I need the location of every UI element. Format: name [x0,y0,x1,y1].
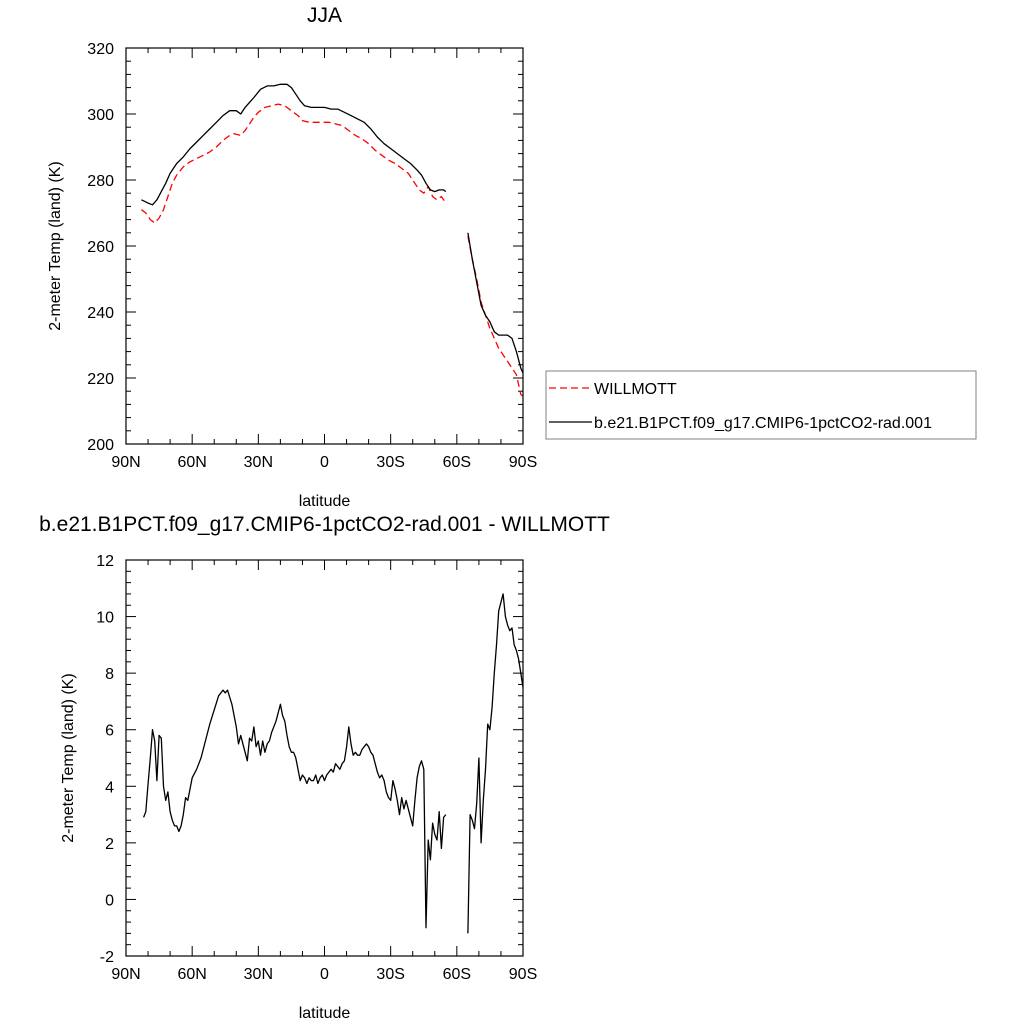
x-tick-label: 60N [177,966,206,983]
bottom-panel: b.e21.B1PCT.f09_g17.CMIP6-1pctCO2-rad.00… [39,513,610,1022]
top-x-tick-labels: 90N 60N 30N 0 30S 60S 90S [111,454,537,471]
top-panel: JJA 200 220 240 260 280 300 320 90N 60N 30N 0 30S 6… [47,4,537,510]
bottom-plot-series [142,593,524,934]
y-tick-label: 6 [105,723,114,740]
top-y-axis-label: 2-meter Temp (land) (K) [47,161,64,331]
y-tick-label: 10 [96,610,114,627]
x-tick-label: 90S [509,454,537,471]
x-tick-label: 0 [320,454,329,471]
top-plot-series [141,83,524,397]
series-line-1 [467,232,524,374]
y-tick-label: 220 [87,371,114,388]
x-tick-label: 60S [443,454,471,471]
legend-label-willmott: WILLMOTT [594,381,677,398]
top-plot-frame [125,47,524,445]
y-tick-label: 200 [87,437,114,454]
bottom-plot-frame [125,559,524,957]
x-tick-label: 90S [509,966,537,983]
bottom-x-tick-labels: 90N 60N 30N 0 30S 60S 90S [111,966,537,983]
y-tick-label: 300 [87,107,114,124]
top-x-axis-label: latitude [299,493,351,510]
y-tick-label: 240 [87,305,114,322]
x-tick-label: 60N [177,454,206,471]
x-tick-label: 30N [244,454,273,471]
x-tick-label: 30S [376,454,404,471]
bottom-chart-title: b.e21.B1PCT.f09_g17.CMIP6-1pctCO2-rad.00… [39,513,610,536]
top-y-tick-labels: 200 220 240 260 280 300 320 [87,41,114,454]
y-tick-label: 4 [105,779,114,796]
y-tick-label: 0 [105,892,114,909]
top-chart-title: JJA [307,4,342,27]
series-line-0 [142,689,447,929]
legend: WILLMOTT b.e21.B1PCT.f09_g17.CMIP6-1pctC… [545,370,977,440]
x-tick-label: 90N [111,966,140,983]
y-tick-label: 2 [105,836,114,853]
legend-box [545,370,977,440]
bottom-x-axis-label: latitude [299,1005,351,1022]
x-tick-label: 90N [111,454,140,471]
x-tick-label: 30S [376,966,404,983]
x-tick-label: 0 [320,966,329,983]
bottom-y-tick-labels: -2 0 2 4 6 8 10 12 [96,553,114,966]
legend-label-model: b.e21.B1PCT.f09_g17.CMIP6-1pctCO2-rad.00… [594,415,932,432]
y-tick-label: -2 [100,949,114,966]
y-tick-label: 8 [105,666,114,683]
series-line-0 [467,593,524,934]
x-tick-label: 60S [443,966,471,983]
x-tick-label: 30N [244,966,273,983]
y-tick-label: 12 [96,553,114,570]
y-tick-label: 260 [87,239,114,256]
series-line-0 [141,103,447,224]
bottom-y-axis-label: 2-meter Temp (land) (K) [60,673,77,843]
y-tick-label: 280 [87,173,114,190]
y-tick-label: 320 [87,41,114,58]
series-line-1 [141,83,447,206]
